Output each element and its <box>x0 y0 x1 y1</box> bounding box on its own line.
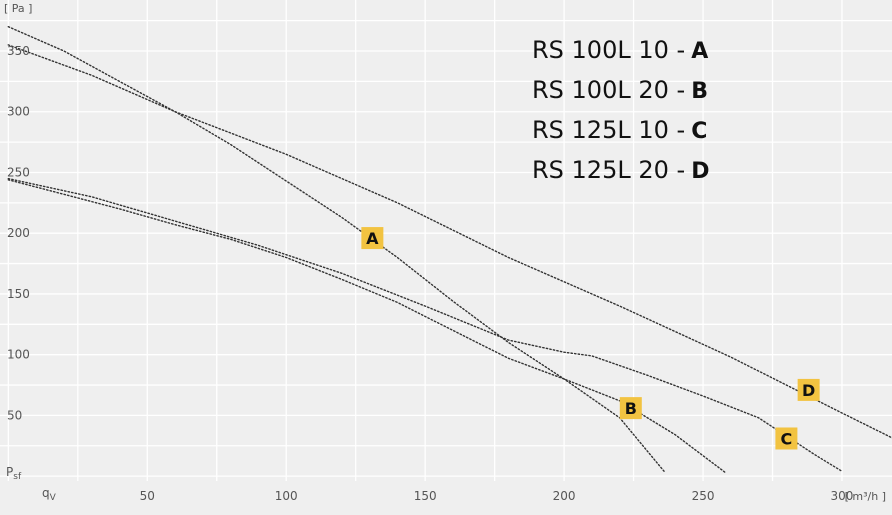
series-line-d <box>7 44 892 439</box>
curve-tags: A B C D <box>361 227 820 450</box>
y-tick-label: 50 <box>7 408 22 422</box>
series-line-c <box>7 177 843 472</box>
x-tick-label: 250 <box>692 489 715 503</box>
curve-tag-box <box>361 227 384 250</box>
x-tick-label: 100 <box>275 489 298 503</box>
y-tick-label: 200 <box>7 226 30 240</box>
x-tick-label: 50 <box>140 489 155 503</box>
y-tick-label: 250 <box>7 165 30 179</box>
axis-ticks: 50 100 150 200 250 300 350 50 100 150 200 250 300 <box>7 44 853 503</box>
curve-tag-a: A <box>361 227 384 250</box>
legend-entry-d: RS 125L 20 -D <box>532 156 709 184</box>
legend-entry-c: RS 125L 10 -C <box>532 116 707 144</box>
y-tick-label: 350 <box>7 44 30 58</box>
curve-tag-box <box>619 397 642 420</box>
curve-tag-label: C <box>781 429 793 448</box>
curve-tag-box <box>775 427 798 450</box>
legend-entry-b: RS 100L 20 -B <box>532 76 708 104</box>
x-tick-label: 300 <box>831 489 854 503</box>
curve-tag-label: B <box>625 399 637 418</box>
grid <box>0 0 892 481</box>
x-tick-label: 200 <box>553 489 576 503</box>
curve-tag-label: D <box>802 381 815 400</box>
curve-tag-label: A <box>366 229 379 248</box>
curve-tag-box <box>797 378 820 401</box>
y-tick-label: 300 <box>7 105 30 119</box>
y-axis-symbol: Psf <box>6 465 22 482</box>
x-axis-unit: [ m³/h ] <box>845 490 886 503</box>
y-tick-label: 150 <box>7 287 30 301</box>
x-tick-label: 150 <box>414 489 437 503</box>
y-tick-label: 100 <box>7 348 30 362</box>
y-axis-unit: [ Pa ] <box>4 2 32 15</box>
curve-tag-c: C <box>775 427 798 450</box>
curve-tag-d: D <box>797 378 820 401</box>
curve-tag-b: B <box>619 397 642 420</box>
x-axis-symbol: qV <box>42 486 57 503</box>
series-line-b <box>7 179 726 474</box>
series-lines <box>7 26 892 474</box>
legend-entry-a: RS 100L 10 -A <box>532 36 708 64</box>
legend: RS 100L 10 -A RS 100L 20 -B RS 125L 10 -… <box>532 36 709 184</box>
